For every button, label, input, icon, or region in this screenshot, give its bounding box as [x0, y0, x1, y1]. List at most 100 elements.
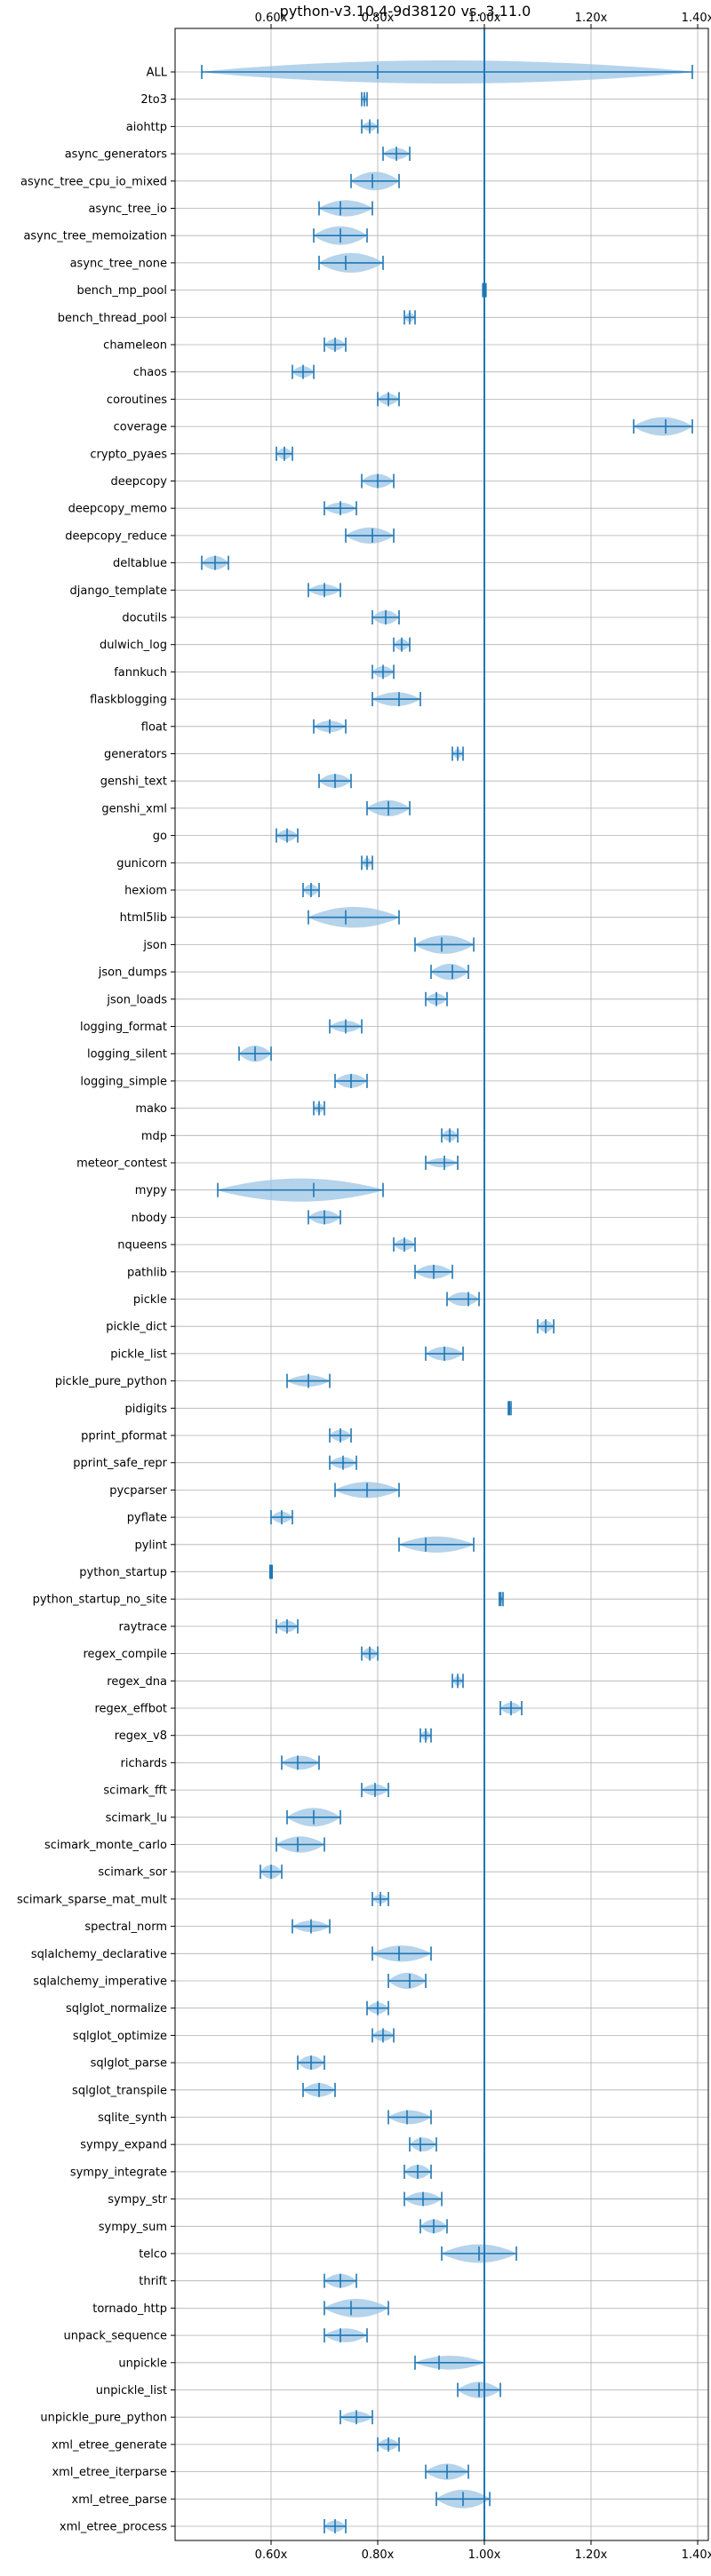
- category-label: xml_etree_iterparse: [52, 2466, 167, 2479]
- x-tick-label-top: 1.20x: [575, 12, 608, 25]
- category-label: pickle_dict: [106, 1321, 167, 1334]
- x-tick-label-top: 0.80x: [362, 12, 395, 25]
- category-label: pickle_list: [110, 1348, 167, 1361]
- category-label: json_dumps: [98, 966, 167, 980]
- category-label: hexiom: [124, 885, 167, 898]
- category-label: aiohttp: [126, 121, 167, 134]
- category-label: python_startup_no_site: [33, 1594, 167, 1607]
- category-label: go: [153, 830, 167, 843]
- category-label: docutils: [122, 612, 167, 625]
- category-label: sympy_integrate: [70, 2166, 167, 2179]
- x-tick-label-top: 1.00x: [468, 12, 501, 25]
- x-tick-label-bottom: 0.60x: [255, 2548, 288, 2562]
- category-label: html5lib: [120, 911, 167, 925]
- category-label: unpickle_pure_python: [40, 2412, 167, 2425]
- category-label: spectral_norm: [84, 1920, 167, 1934]
- category-label: regex_dna: [107, 1675, 167, 1689]
- category-label: telco: [139, 2248, 167, 2262]
- category-label: sympy_expand: [80, 2139, 167, 2152]
- category-label: tornado_http: [92, 2302, 167, 2316]
- category-label: generators: [104, 748, 167, 761]
- category-labels: ALL 2to3 aiohttp async_generators async_tree…: [17, 67, 175, 2534]
- category-label: fannkuch: [114, 666, 167, 680]
- category-label: sqlglot_parse: [91, 2057, 167, 2071]
- category-label: pylint: [134, 1538, 167, 1552]
- category-label: ALL: [147, 67, 168, 80]
- category-label: pprint_pformat: [81, 1430, 167, 1443]
- category-label: bench_mp_pool: [76, 284, 167, 298]
- category-label: json: [142, 939, 167, 952]
- grid-lines: [175, 28, 708, 2540]
- category-label: pathlib: [127, 1266, 167, 1279]
- category-label: async_generators: [65, 148, 168, 162]
- category-label: coroutines: [107, 394, 167, 407]
- category-label: crypto_pyaes: [90, 448, 167, 461]
- category-label: json_loads: [106, 993, 167, 1006]
- category-label: bench_thread_pool: [58, 312, 167, 325]
- category-label: sympy_sum: [99, 2221, 167, 2234]
- category-label: regex_effbot: [94, 1703, 167, 1716]
- category-label: pycparser: [109, 1484, 167, 1498]
- category-label: gunicorn: [116, 857, 167, 871]
- category-label: mypy: [135, 1184, 168, 1197]
- category-label: python_startup: [79, 1566, 167, 1579]
- category-label: deepcopy_memo: [68, 503, 167, 516]
- category-label: thrift: [139, 2275, 167, 2288]
- category-label: async_tree_none: [70, 257, 167, 270]
- x-tick-label-top: 0.60x: [255, 12, 288, 25]
- violins: [201, 28, 693, 2540]
- category-label: regex_compile: [83, 1648, 167, 1661]
- category-label: async_tree_io: [88, 203, 167, 216]
- category-label: sqlite_synth: [98, 2111, 167, 2125]
- category-label: pidigits: [125, 1403, 168, 1416]
- category-label: dulwich_log: [100, 639, 167, 652]
- category-label: sqlglot_normalize: [66, 2002, 167, 2015]
- x-tick-label-bottom: 1.20x: [575, 2548, 608, 2562]
- category-label: pickle_pure_python: [55, 1375, 167, 1388]
- category-label: sympy_str: [108, 2193, 167, 2206]
- category-label: xml_etree_parse: [72, 2493, 167, 2507]
- category-label: 2to3: [140, 93, 167, 107]
- category-label: nbody: [132, 1212, 168, 1225]
- category-label: deltablue: [113, 557, 167, 570]
- category-label: nqueens: [117, 1239, 167, 1252]
- chart-title: python-v3.10.4-9d38120 vs. 3.11.0: [280, 3, 531, 20]
- category-label: async_tree_memoization: [23, 230, 167, 243]
- category-label: unpickle: [118, 2357, 167, 2370]
- category-label: unpack_sequence: [63, 2330, 167, 2343]
- category-label: sqlalchemy_imperative: [33, 1976, 167, 1989]
- category-label: django_template: [70, 584, 167, 598]
- category-label: scimark_monte_carlo: [44, 1839, 167, 1852]
- category-label: pprint_safe_repr: [73, 1457, 167, 1470]
- category-label: scimark_lu: [106, 1811, 167, 1825]
- category-label: chaos: [133, 366, 167, 379]
- category-label: sqlglot_optimize: [73, 2030, 167, 2043]
- x-tick-label-bottom: 1.00x: [468, 2548, 501, 2562]
- category-label: coverage: [114, 421, 167, 434]
- category-label: logging_silent: [87, 1048, 167, 1061]
- category-label: mdp: [141, 1130, 167, 1143]
- category-label: sqlalchemy_declarative: [31, 1948, 167, 1961]
- category-label: async_tree_cpu_io_mixed: [20, 175, 167, 188]
- x-tick-label-bottom: 0.80x: [362, 2548, 395, 2562]
- category-label: float: [141, 720, 167, 734]
- category-label: meteor_contest: [76, 1157, 167, 1171]
- category-label: xml_etree_generate: [52, 2438, 167, 2452]
- category-label: chameleon: [103, 339, 167, 353]
- category-label: genshi_xml: [101, 802, 167, 815]
- category-label: scimark_sparse_mat_mult: [17, 1893, 167, 1906]
- category-label: sqlglot_transpile: [72, 2084, 167, 2097]
- category-label: deepcopy: [110, 475, 167, 489]
- x-tick-label-bottom: 1.40x: [682, 2548, 711, 2562]
- category-label: logging_simple: [80, 1075, 167, 1088]
- category-label: richards: [121, 1757, 168, 1770]
- category-label: raytrace: [118, 1620, 167, 1634]
- x-tick-label-top: 1.40x: [682, 12, 711, 25]
- category-label: scimark_sor: [98, 1866, 167, 1880]
- x-axis-ticks: 0.60x 0.60x 0.80x 0.80x 1.00x 1.00x 1.20x 1.20x…: [255, 12, 711, 2562]
- category-label: xml_etree_process: [60, 2521, 167, 2534]
- category-label: flaskblogging: [90, 694, 167, 707]
- category-label: unpickle_list: [96, 2384, 167, 2397]
- category-label: regex_v8: [115, 1729, 167, 1743]
